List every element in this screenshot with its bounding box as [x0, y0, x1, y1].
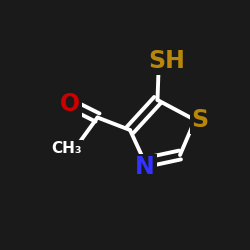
Text: S: S: [192, 108, 208, 132]
Text: O: O: [60, 92, 80, 116]
Text: N: N: [135, 156, 155, 180]
Text: SH: SH: [148, 49, 185, 73]
Text: CH₃: CH₃: [51, 141, 82, 156]
